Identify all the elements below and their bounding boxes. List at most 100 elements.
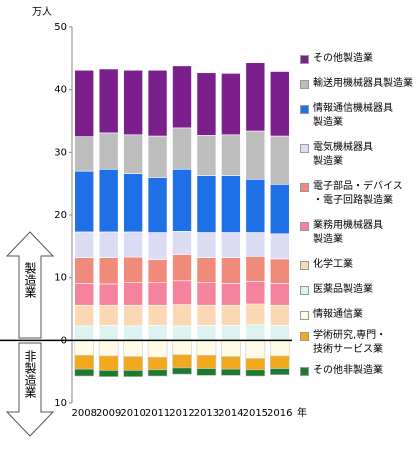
bar-segment bbox=[98, 324, 119, 341]
bar-segment bbox=[196, 304, 217, 326]
bar-segment bbox=[196, 368, 217, 376]
bar-segment bbox=[74, 304, 95, 327]
legend-entry: 情報通信業 bbox=[300, 308, 418, 322]
bar-segment bbox=[269, 324, 290, 341]
bar-segment bbox=[245, 281, 266, 305]
bar-segment bbox=[147, 369, 168, 377]
bar-segment bbox=[245, 130, 266, 180]
x-tick-label: 2016 bbox=[267, 408, 292, 419]
bar-segment bbox=[221, 232, 241, 258]
bar-segment bbox=[269, 304, 290, 326]
bar-segment bbox=[269, 368, 290, 376]
x-tick-label: 2013 bbox=[194, 408, 219, 419]
x-tick-label: 2011 bbox=[145, 408, 170, 419]
bar-segment bbox=[98, 231, 119, 258]
x-tick-label: 2015 bbox=[243, 408, 268, 419]
up-arrow bbox=[5, 231, 55, 339]
legend-swatch bbox=[300, 144, 309, 153]
bar-segment bbox=[196, 135, 217, 176]
bar-segment bbox=[147, 259, 168, 283]
bar-segment bbox=[98, 355, 119, 371]
bar-segment bbox=[196, 257, 217, 283]
bar-segment bbox=[147, 232, 168, 260]
bar-segment bbox=[196, 72, 217, 136]
legend-swatch bbox=[300, 222, 309, 231]
legend-label: 情報通信機械器具 製造業 bbox=[313, 103, 393, 128]
bar-segment bbox=[221, 73, 241, 136]
bar-segment bbox=[123, 231, 143, 258]
legend-swatch bbox=[300, 183, 309, 192]
bar-segment bbox=[98, 283, 119, 306]
x-tick-label: 2012 bbox=[169, 408, 194, 419]
lower-label: 非製造業 bbox=[23, 350, 37, 398]
bar-segment bbox=[221, 368, 241, 376]
bar-segment bbox=[123, 370, 143, 377]
legend-entry: その他製造業 bbox=[300, 52, 418, 66]
bar-segment bbox=[221, 257, 241, 284]
bar-segment bbox=[221, 356, 241, 370]
bar-segment bbox=[172, 280, 192, 305]
bar-segment bbox=[74, 283, 95, 306]
bar-segment bbox=[221, 304, 241, 326]
legend-label: 業務用機械器具 製造業 bbox=[313, 220, 383, 245]
bar-segment bbox=[269, 135, 290, 185]
bar-segment bbox=[172, 340, 192, 356]
legend-entry: 電子部品・デバイス ・電子回路製造業 bbox=[300, 180, 418, 208]
legend-swatch bbox=[300, 55, 309, 64]
bar-segment bbox=[269, 233, 290, 260]
bar-segment bbox=[147, 177, 168, 233]
bar-segment bbox=[269, 340, 290, 357]
legend-swatch bbox=[300, 286, 309, 295]
legend-swatch bbox=[300, 261, 309, 270]
legend-swatch bbox=[300, 311, 309, 320]
legend-entry: 医薬品製造業 bbox=[300, 283, 418, 297]
legend-entry: 学術研究,専門・ 技術サービス業 bbox=[300, 329, 418, 357]
y-tick-label: 50 bbox=[54, 22, 67, 33]
bar-segment bbox=[147, 304, 168, 326]
legend-swatch bbox=[300, 367, 309, 376]
bar-segment bbox=[269, 258, 290, 284]
bar-segment bbox=[123, 256, 143, 283]
legend-entry: その他非製造業 bbox=[300, 364, 418, 378]
bar-segment bbox=[245, 232, 266, 257]
bar-segment bbox=[123, 325, 143, 341]
bar-segment bbox=[221, 340, 241, 357]
bar-segment bbox=[196, 175, 217, 233]
bar-segment bbox=[172, 304, 192, 327]
bar-segment bbox=[123, 69, 143, 136]
bar-segment bbox=[98, 168, 119, 233]
bar-segment bbox=[221, 175, 241, 233]
bar-segment bbox=[98, 132, 119, 170]
bar-segment bbox=[196, 232, 217, 258]
legend-swatch bbox=[300, 105, 309, 114]
bar-segment bbox=[147, 324, 168, 341]
bar-segment bbox=[196, 324, 217, 341]
bar-segment bbox=[269, 355, 290, 369]
bar-segment bbox=[147, 69, 168, 137]
legend-label: 情報通信業 bbox=[313, 309, 363, 320]
bar-segment bbox=[196, 282, 217, 306]
bar-segment bbox=[74, 325, 95, 341]
bar-segment bbox=[172, 367, 192, 375]
bar-segment bbox=[123, 173, 143, 233]
down-arrow bbox=[5, 342, 55, 437]
legend-entry: 化学工業 bbox=[300, 258, 418, 272]
bar-segment bbox=[172, 325, 192, 341]
legend: その他製造業 輸送用機械器具製造業 情報通信機械器具 製造業 電気機械器具 製造業 電子… bbox=[300, 52, 418, 385]
bar-segment bbox=[123, 282, 143, 306]
bar-segment bbox=[74, 136, 95, 172]
legend-swatch bbox=[300, 332, 309, 341]
y-tick-label: 30 bbox=[54, 147, 67, 158]
bar-segment bbox=[98, 257, 119, 285]
legend-label: その他非製造業 bbox=[313, 365, 383, 376]
bar-segment bbox=[221, 324, 241, 341]
bar-segment bbox=[98, 304, 119, 326]
legend-entry: 情報通信機械器具 製造業 bbox=[300, 102, 418, 130]
bar-segment bbox=[98, 370, 119, 377]
bar-segment bbox=[172, 168, 192, 232]
legend-swatch bbox=[300, 80, 309, 89]
legend-entry: 電気機械器具 製造業 bbox=[300, 141, 418, 169]
y-tick-label: 10 bbox=[54, 398, 67, 409]
